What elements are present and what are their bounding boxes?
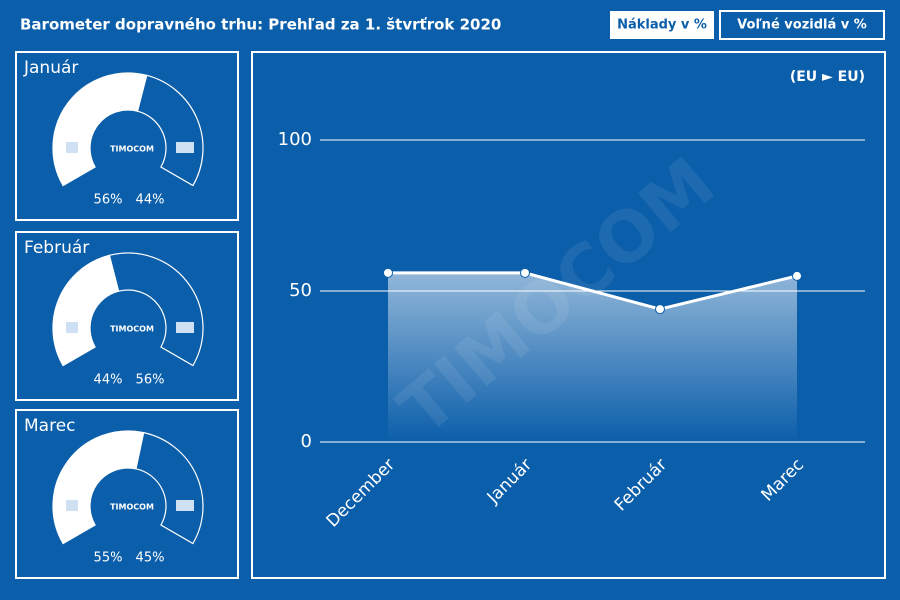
gauge-value-label: 45%	[136, 551, 165, 566]
point	[792, 270, 802, 281]
gauge-segment	[52, 72, 148, 187]
gauge-value-label: 55%	[94, 551, 123, 566]
y-tick-label: 0	[301, 431, 312, 452]
gauge-segment	[135, 431, 204, 545]
line	[388, 271, 798, 311]
gauge-segment	[108, 252, 204, 367]
y-tick-label: 100	[278, 129, 312, 150]
button-label[interactable]: Voľné vozidlá v %	[737, 18, 867, 33]
button-costs[interactable]	[610, 11, 714, 39]
area	[388, 272, 797, 442]
gauge-segment	[52, 430, 145, 545]
y-tick-label: 50	[289, 280, 312, 301]
icon-truck	[176, 500, 194, 511]
gauge-value-label: 56%	[136, 373, 165, 388]
page-title: Barometer dopravného trhu: Prehľad za 1.…	[20, 16, 501, 34]
icon-truck	[176, 142, 194, 153]
gauge-logo: TIMOCOM	[110, 145, 154, 154]
chart-subtitle: (EU ► EU)	[790, 69, 865, 85]
gauge-value-label: 44%	[94, 373, 123, 388]
panel	[15, 409, 239, 579]
gauge-segment	[52, 254, 120, 367]
panel	[15, 51, 239, 221]
point	[520, 267, 530, 278]
icon-pallet	[66, 500, 78, 511]
point	[383, 267, 393, 278]
gauge-title: Marec	[24, 416, 76, 436]
panel	[15, 231, 239, 401]
panel	[251, 51, 886, 579]
gauge-logo: TIMOCOM	[110, 503, 154, 512]
gauge-title: Január	[23, 58, 78, 78]
gauge-segment	[136, 74, 204, 187]
gauge-value-label: 56%	[94, 193, 123, 208]
button-label[interactable]: Náklady v %	[617, 18, 707, 33]
icon-truck	[176, 322, 194, 333]
gauge-value-label: 44%	[136, 193, 165, 208]
gauge-title: Február	[24, 238, 89, 258]
icon-pallet	[66, 322, 78, 333]
icon-pallet	[66, 142, 78, 153]
button-vehicles[interactable]	[719, 10, 885, 40]
gauge-logo: TIMOCOM	[110, 325, 154, 334]
point	[655, 304, 665, 315]
